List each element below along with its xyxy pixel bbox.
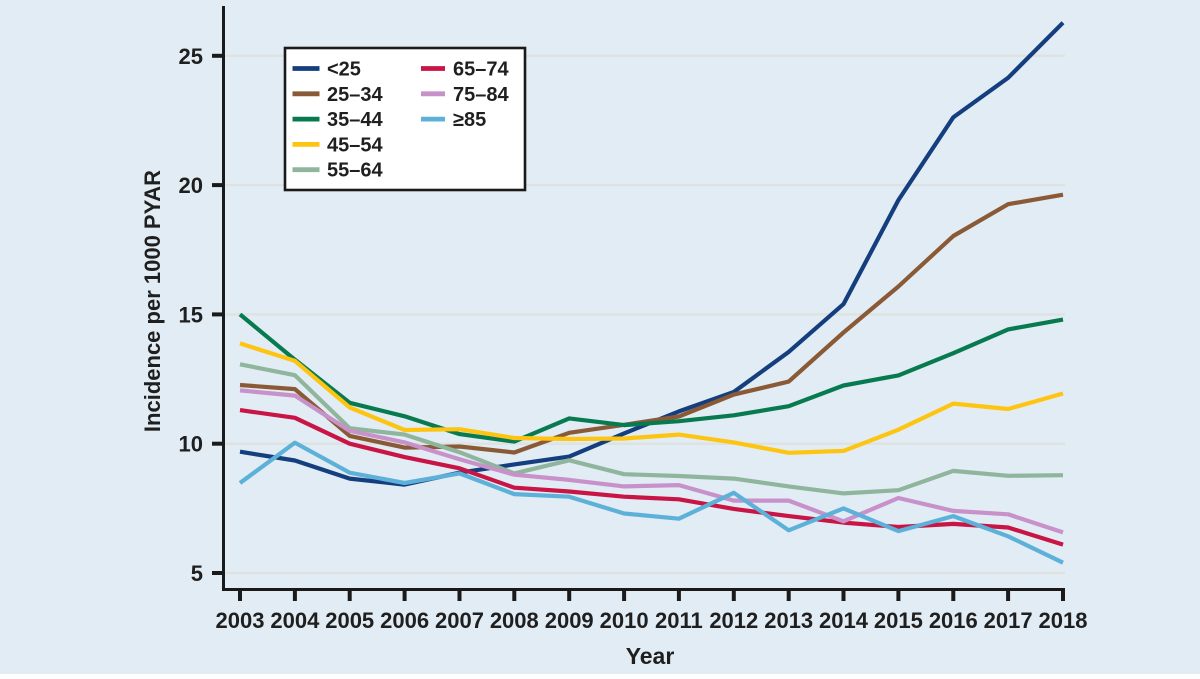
- svg-text:2008: 2008: [490, 608, 539, 633]
- svg-text:20: 20: [179, 173, 203, 198]
- svg-text:2015: 2015: [874, 608, 923, 633]
- svg-text:2018: 2018: [1039, 608, 1088, 633]
- svg-text:25–34: 25–34: [327, 84, 383, 106]
- svg-text:75–84: 75–84: [453, 84, 509, 106]
- svg-text:45–54: 45–54: [327, 134, 383, 156]
- svg-text:2014: 2014: [819, 608, 869, 633]
- svg-text:2010: 2010: [600, 608, 649, 633]
- svg-text:<25: <25: [327, 59, 361, 81]
- svg-text:2011: 2011: [655, 608, 703, 633]
- svg-text:2004: 2004: [270, 608, 320, 633]
- svg-text:55–64: 55–64: [327, 160, 383, 182]
- svg-text:Year: Year: [626, 643, 675, 669]
- svg-text:2007: 2007: [435, 608, 484, 633]
- svg-text:2017: 2017: [984, 608, 1033, 633]
- svg-text:≥85: ≥85: [453, 109, 486, 131]
- svg-text:2009: 2009: [545, 608, 594, 633]
- svg-text:Incidence per 1000 PYAR: Incidence per 1000 PYAR: [140, 170, 165, 432]
- svg-text:2005: 2005: [325, 608, 374, 633]
- svg-text:25: 25: [179, 44, 203, 69]
- svg-text:5: 5: [191, 561, 203, 586]
- svg-text:35–44: 35–44: [327, 109, 383, 131]
- svg-text:65–74: 65–74: [453, 59, 509, 81]
- svg-text:2013: 2013: [764, 608, 813, 633]
- svg-text:10: 10: [179, 432, 203, 457]
- svg-text:2006: 2006: [380, 608, 429, 633]
- svg-text:2016: 2016: [929, 608, 978, 633]
- svg-text:2012: 2012: [709, 608, 758, 633]
- svg-text:15: 15: [179, 302, 203, 327]
- svg-text:2003: 2003: [216, 608, 265, 633]
